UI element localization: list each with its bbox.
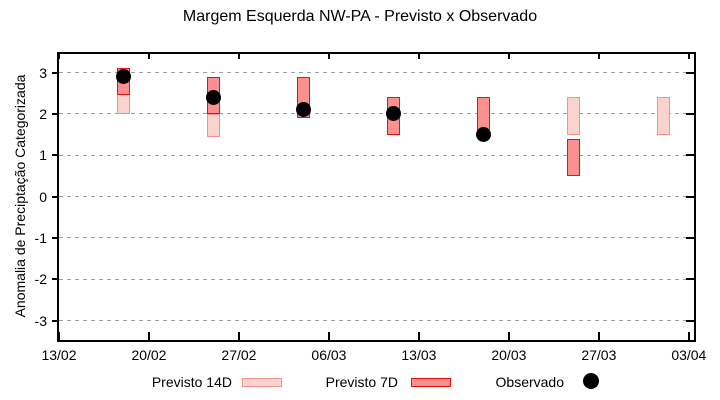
gridline	[59, 278, 694, 280]
y-tick	[52, 112, 59, 115]
x-tick	[597, 332, 600, 340]
y-tick	[686, 195, 694, 198]
y-tick	[52, 71, 59, 74]
x-tick	[237, 54, 240, 59]
observado-dot	[475, 127, 491, 143]
x-tick-label: 27/03	[581, 347, 617, 363]
x-tick-label: 03/04	[671, 347, 707, 363]
previsto-14d-bar	[656, 97, 670, 135]
y-tick-label: 2	[39, 105, 47, 122]
x-tick	[147, 332, 150, 340]
legend-observado-dot-icon	[583, 373, 599, 389]
x-tick	[687, 54, 690, 59]
x-tick	[58, 332, 60, 340]
previsto-7d-bar	[566, 138, 580, 176]
x-tick	[597, 54, 600, 59]
gridline	[59, 237, 694, 239]
x-tick-label: 06/03	[311, 347, 347, 363]
gridline	[59, 196, 694, 198]
y-tick-label: -2	[34, 271, 47, 288]
y-tick-label: 0	[39, 188, 47, 205]
x-tick	[687, 332, 690, 340]
x-tick	[507, 332, 510, 340]
y-tick	[686, 319, 694, 322]
legend-swatch-previsto-7d	[411, 378, 451, 387]
previsto-14d-bar	[566, 97, 580, 135]
y-tick	[686, 112, 694, 115]
legend: Previsto 14D Previsto 7D Observado	[0, 371, 720, 397]
observado-dot	[205, 89, 221, 105]
y-tick-label: -3	[34, 312, 47, 329]
observado-dot	[385, 106, 401, 122]
x-tick	[417, 54, 420, 59]
y-tick	[686, 154, 694, 157]
x-tick	[58, 54, 60, 59]
previsto-14d-bar	[206, 113, 220, 137]
y-tick-label: 3	[39, 64, 47, 81]
x-tick-label: 13/02	[41, 347, 77, 363]
x-tick	[417, 332, 420, 340]
gridline	[59, 320, 694, 322]
legend-swatch-previsto-14d	[242, 378, 282, 387]
observado-dot	[115, 69, 131, 85]
gridline	[59, 154, 694, 156]
chart-title: Margem Esquerda NW-PA - Previsto x Obser…	[182, 8, 538, 25]
plot-area: 3 2 1 0 -1 -2 -3 13/02 20/02 27/02 06/03 13/03 20/03…	[35, 52, 706, 363]
y-tick	[52, 154, 59, 157]
y-tick-label: 1	[39, 147, 47, 164]
x-tick-label: 13/03	[401, 347, 437, 363]
x-tick	[237, 332, 240, 340]
previsto-7d-bar	[476, 97, 490, 131]
y-tick	[686, 278, 694, 281]
previsto-14d-bar	[116, 93, 130, 114]
x-tick-label: 20/03	[491, 347, 527, 363]
y-tick	[52, 319, 59, 322]
x-tick	[507, 54, 510, 59]
legend-label-previsto-7d: Previsto 7D	[325, 374, 398, 390]
y-tick	[52, 236, 59, 239]
gridline	[59, 72, 694, 74]
gridline	[59, 113, 694, 115]
x-tick	[327, 332, 330, 340]
x-tick-label: 20/02	[131, 347, 167, 363]
x-tick-label: 27/02	[221, 347, 257, 363]
legend-label-previsto-14d: Previsto 14D	[151, 374, 232, 390]
observado-dot	[295, 102, 311, 118]
y-tick	[52, 195, 59, 198]
legend-label-observado: Observado	[495, 374, 564, 390]
y-tick	[686, 236, 694, 239]
y-tick-label: -1	[34, 229, 47, 246]
x-tick	[327, 54, 330, 59]
y-tick	[52, 278, 59, 281]
y-tick	[686, 71, 694, 74]
x-tick	[147, 54, 150, 59]
